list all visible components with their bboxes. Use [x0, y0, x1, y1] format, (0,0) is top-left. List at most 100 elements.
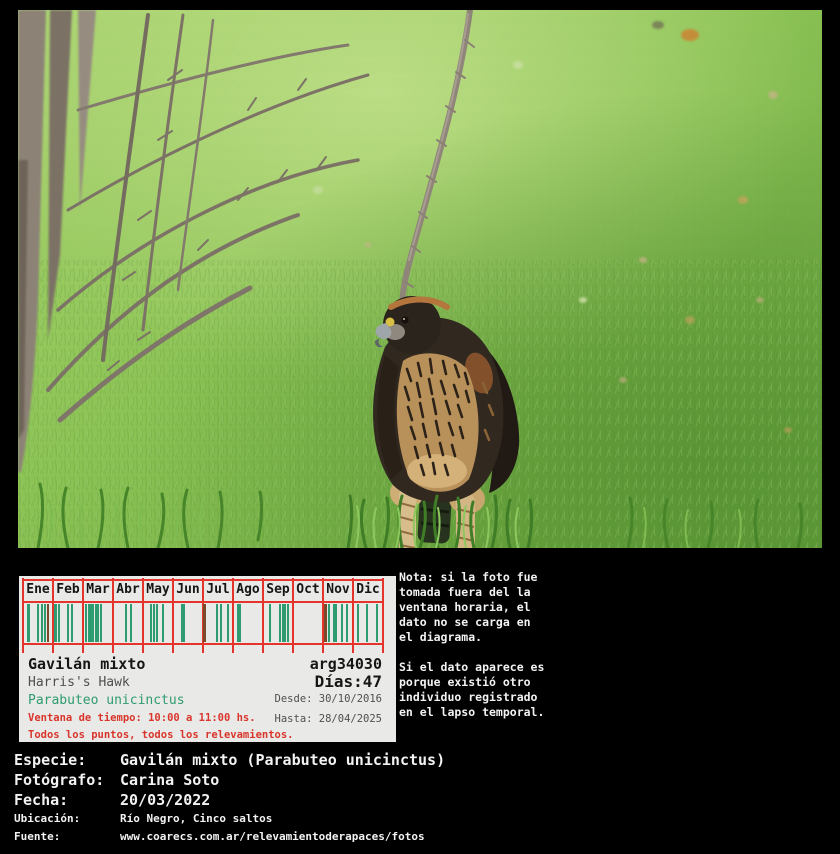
hawk-breast-streaks — [403, 357, 471, 477]
meta-row: Fecha: 20/03/2022 — [14, 790, 824, 810]
observation-tick — [180, 604, 185, 642]
observation-tick — [129, 604, 132, 642]
record-code: arg34030 — [309, 655, 382, 673]
observation-tick — [345, 604, 348, 642]
month-label-dic: Dic — [356, 582, 380, 597]
meta-row: Ubicación: Río Negro, Cinco saltos — [14, 810, 824, 828]
days-count: Días:47 — [314, 672, 382, 691]
date-from: Desde: 30/10/2016 — [274, 693, 382, 705]
observation-tick — [125, 604, 128, 642]
time-window: Ventana de tiempo: 10:00 a 11:00 hs. — [28, 712, 256, 724]
meta-label: Ubicación: — [14, 812, 81, 825]
month-calendar: Ene Feb Mar Abr May Jun Jul Ago Sep Oct Nov Dic — [22, 576, 384, 654]
foreground-grass — [36, 482, 804, 548]
month-label-mar: Mar — [86, 582, 110, 597]
observation-tick — [92, 604, 95, 642]
note-block: Nota: si la foto fue tomada fuera del la… — [399, 570, 629, 735]
observation-tick — [328, 604, 331, 642]
observation-tick — [149, 604, 152, 642]
observation-tick — [153, 604, 155, 642]
grid-vline — [82, 578, 84, 653]
observation-tick — [340, 604, 343, 642]
observation-tick — [66, 604, 69, 642]
observation-tick — [71, 604, 74, 642]
grid-vline — [142, 578, 144, 653]
month-label-abr: Abr — [116, 582, 140, 597]
meta-label: Fuente: — [14, 830, 61, 843]
meta-row: Fotógrafo: Carina Soto — [14, 770, 824, 790]
month-label-feb: Feb — [56, 582, 80, 597]
month-label-jun: Jun — [176, 582, 200, 597]
common-name: Gavilán mixto — [28, 655, 146, 673]
source-url[interactable]: www.coarecs.com.ar/relevamientoderapaces… — [120, 830, 425, 843]
scientific-name: Parabuteo unicinctus — [28, 693, 185, 708]
observation-tick — [281, 604, 284, 642]
observation-tick — [287, 604, 290, 642]
observation-tick — [324, 604, 328, 642]
month-label-ago: Ago — [236, 582, 260, 597]
meta-value: Carina Soto — [120, 771, 220, 789]
tree-trunks — [18, 10, 96, 472]
grid-vline — [52, 578, 54, 653]
month-label-nov: Nov — [326, 582, 350, 597]
observation-tick — [357, 604, 360, 642]
observation-tick — [161, 604, 164, 642]
hawk-head — [375, 296, 450, 354]
hawk-photo-scene — [18, 10, 822, 548]
grid-vline — [22, 578, 24, 653]
month-label-ene: Ene — [26, 582, 50, 597]
observation-tick — [87, 604, 90, 642]
observation-tick — [97, 604, 100, 642]
observation-tick — [202, 604, 206, 642]
grid-vline — [172, 578, 174, 653]
observation-tick — [375, 604, 378, 642]
date-to: Hasta: 28/04/2025 — [274, 713, 382, 725]
observation-tick — [226, 604, 229, 642]
observation-tick — [57, 604, 60, 642]
scope-line: Todos los puntos, todos los relevamiento… — [28, 729, 294, 741]
hawk — [373, 296, 520, 548]
grid-vline — [352, 578, 354, 653]
month-label-sep: Sep — [266, 582, 290, 597]
hawk-wing — [445, 327, 520, 493]
observation-tick — [269, 604, 272, 642]
observation-tick — [40, 604, 43, 642]
meta-row: Fuente: www.coarecs.com.ar/relevamientode… — [14, 828, 824, 846]
observation-tick — [215, 604, 218, 642]
observation-tick — [236, 604, 241, 642]
observation-tick — [36, 604, 39, 642]
observation-tick — [279, 604, 281, 642]
observation-tick — [99, 604, 102, 642]
bare-branches — [46, 13, 370, 423]
meta-value: Río Negro, Cinco saltos — [120, 812, 273, 825]
observation-tick — [90, 604, 92, 642]
grid-vline — [262, 578, 264, 653]
observation-tick — [366, 604, 369, 642]
note-paragraph-1: Nota: si la foto fue tomada fuera del la… — [399, 570, 538, 644]
observation-tick — [26, 604, 30, 642]
observation-tick — [332, 604, 337, 642]
meta-label: Especie: — [14, 751, 87, 769]
observation-panel: Ene Feb Mar Abr May Jun Jul Ago Sep Oct Nov Dic Gav… — [19, 576, 396, 742]
grid-vline — [382, 578, 384, 653]
month-label-may: May — [146, 582, 170, 597]
grid-vline — [322, 578, 324, 653]
observation-tick — [46, 604, 49, 642]
grid-vline — [292, 578, 294, 653]
observation-tick — [44, 604, 47, 642]
meta-value: Gavilán mixto (Parabuteo unicinctus) — [120, 751, 446, 769]
observation-tick — [85, 604, 88, 642]
note-paragraph-2: Si el dato aparece es porque existió otr… — [399, 660, 545, 719]
meta-label: Fotógrafo: — [14, 771, 105, 789]
meta-row: Especie: Gavilán mixto (Parabuteo unicinc… — [14, 750, 824, 770]
observation-tick — [53, 604, 57, 642]
leaf-litter — [313, 21, 792, 433]
meta-value: 20/03/2022 — [120, 791, 211, 809]
observation-tick — [219, 604, 222, 642]
observation-tick — [156, 604, 158, 642]
english-name: Harris's Hawk — [28, 675, 130, 690]
observation-tick — [284, 604, 287, 642]
observation-tick — [94, 604, 97, 642]
grid-vline — [112, 578, 114, 653]
metadata-block: Especie: Gavilán mixto (Parabuteo unicinc… — [14, 750, 824, 846]
